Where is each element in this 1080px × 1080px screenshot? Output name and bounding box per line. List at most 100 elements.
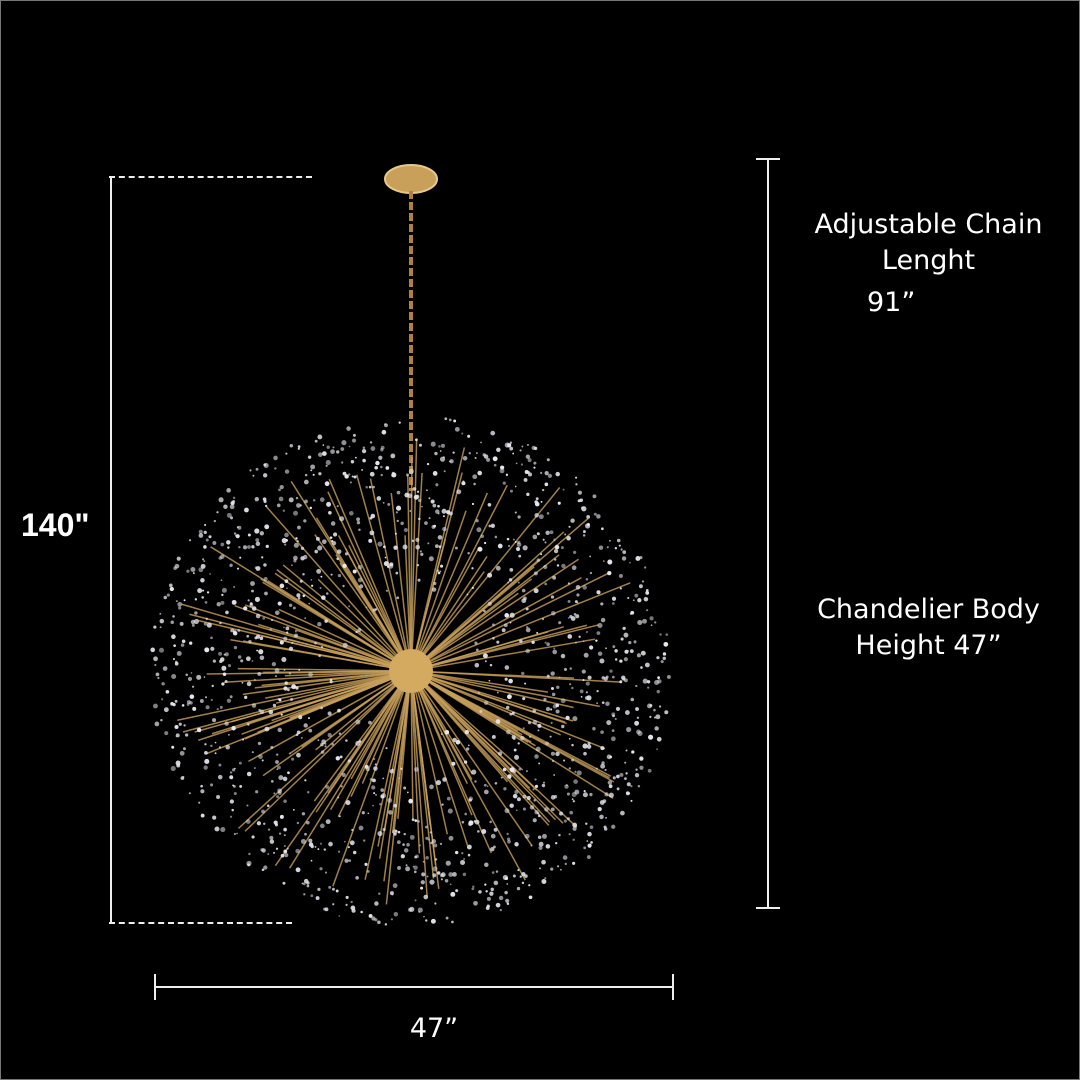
crystal [371, 916, 376, 921]
gold-rod [329, 670, 412, 811]
crystal [237, 655, 242, 659]
crystal [283, 668, 286, 671]
crystal [325, 871, 328, 874]
crystal [326, 592, 329, 595]
crystal [362, 446, 366, 449]
crystal [320, 645, 324, 649]
crystal [236, 832, 238, 835]
crystal [300, 546, 305, 550]
crystal [250, 581, 255, 586]
crystal [413, 870, 417, 874]
crystal [593, 512, 597, 516]
crystal [616, 787, 620, 791]
crystal [218, 763, 222, 767]
crystal [643, 596, 649, 602]
crystal [461, 820, 465, 824]
width-right-tick [672, 974, 674, 1000]
crystal [277, 601, 282, 606]
crystal [271, 619, 273, 622]
crystal [355, 740, 361, 747]
crystal [434, 858, 438, 861]
crystal [536, 558, 541, 562]
crystal [350, 905, 356, 911]
crystal [514, 511, 517, 514]
crystal [319, 587, 322, 590]
crystal [168, 583, 173, 588]
crystal [403, 527, 408, 533]
crystal [599, 658, 605, 664]
crystal [597, 651, 603, 656]
crystal [331, 541, 337, 546]
crystal [166, 593, 170, 597]
crystal [533, 461, 537, 465]
crystal [378, 892, 381, 895]
crystal [532, 788, 535, 791]
crystal [233, 645, 238, 650]
crystal [639, 765, 644, 770]
crystal [261, 809, 265, 814]
crystal [623, 657, 628, 662]
crystal [172, 703, 176, 707]
crystal [632, 599, 635, 602]
crystal [435, 483, 439, 487]
crystal [502, 767, 507, 772]
crystal [528, 884, 531, 887]
crystal [362, 458, 366, 463]
crystal [283, 686, 288, 691]
crystal [284, 532, 289, 538]
crystal [283, 626, 285, 629]
crystal [352, 850, 357, 855]
crystal [170, 620, 174, 624]
crystal [194, 611, 198, 615]
crystal [221, 593, 224, 597]
crystal [585, 822, 588, 825]
crystal [336, 557, 339, 561]
crystal [183, 724, 186, 727]
crystal [467, 434, 471, 438]
crystal [494, 781, 498, 785]
crystal [504, 665, 510, 670]
crystal [519, 639, 523, 643]
gold-rod [410, 670, 574, 709]
crystal [615, 706, 621, 711]
crystal [242, 545, 248, 550]
crystal [656, 736, 662, 742]
crystal [423, 894, 429, 900]
crystal [624, 710, 630, 715]
crystal [281, 537, 287, 544]
crystal [242, 738, 245, 741]
crystal-strands [150, 417, 671, 926]
gold-rod [410, 577, 582, 672]
crystal [648, 734, 654, 740]
crystal [419, 844, 422, 847]
crystal [241, 681, 244, 684]
crystal [629, 561, 631, 564]
crystal [259, 531, 264, 536]
crystal [254, 679, 256, 681]
crystal [369, 777, 373, 781]
crystal [566, 792, 570, 796]
crystal [656, 748, 658, 750]
crystal [480, 534, 485, 539]
crystal [439, 842, 443, 846]
crystal [541, 783, 546, 788]
crystal [636, 729, 641, 735]
crystal [492, 456, 498, 462]
crystal [425, 919, 428, 922]
crystal [344, 858, 349, 863]
crystal [420, 552, 424, 556]
crystal [391, 474, 394, 477]
crystal [325, 459, 331, 466]
crystal [498, 895, 504, 901]
crystal [396, 596, 400, 600]
crystal [210, 783, 214, 787]
crystal [164, 731, 169, 736]
crystal [244, 507, 249, 513]
crystal [351, 828, 354, 832]
gold-rod [289, 670, 412, 755]
crystal [264, 726, 270, 732]
crystal [563, 759, 566, 762]
crystal [587, 742, 591, 746]
crystal [579, 689, 584, 694]
crystal [449, 459, 454, 464]
